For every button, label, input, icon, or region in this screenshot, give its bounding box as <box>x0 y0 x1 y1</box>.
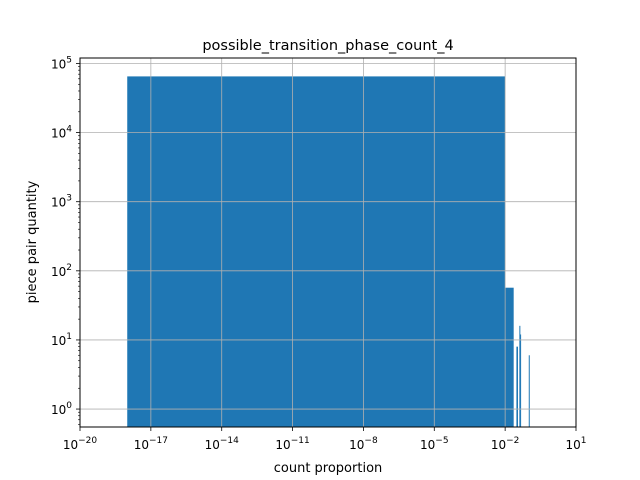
x-tick-label: 10−11 <box>275 436 309 452</box>
histogram-bar <box>127 76 506 428</box>
plot-frame <box>79 57 577 428</box>
x-axis-label: count proportion <box>274 461 383 476</box>
x-tick-label: 10−5 <box>420 436 449 452</box>
x-tick-label: 10−14 <box>205 436 240 452</box>
histogram-bar <box>528 355 530 427</box>
x-axis-ticks: 10−20 10−17 10−14 10−11 10−8 10−5 10−2 101 <box>63 427 587 452</box>
histogram-bars <box>127 76 530 428</box>
y-tick-label: 104 <box>51 125 72 141</box>
histogram-bar <box>520 334 522 427</box>
histogram-bar <box>519 325 521 427</box>
x-tick-label: 10−17 <box>134 436 168 452</box>
y-tick-label: 100 <box>51 401 72 417</box>
y-tick-label: 105 <box>51 55 72 71</box>
y-axis-ticks: 100 101 102 103 104 105 <box>51 55 80 425</box>
y-tick-label: 103 <box>51 194 72 210</box>
y-tick-label: 102 <box>51 263 72 279</box>
x-tick-label: 101 <box>565 436 586 452</box>
x-tick-label: 10−2 <box>491 436 520 452</box>
x-tick-label: 10−20 <box>63 436 98 452</box>
x-tick-label: 10−8 <box>349 436 378 452</box>
y-axis-label: piece pair quantity <box>25 180 40 303</box>
chart-title: possible_transition_phase_count_4 <box>202 38 453 54</box>
y-tick-label: 101 <box>51 332 72 348</box>
histogram-bar <box>516 346 518 427</box>
histogram-bar <box>505 287 514 427</box>
